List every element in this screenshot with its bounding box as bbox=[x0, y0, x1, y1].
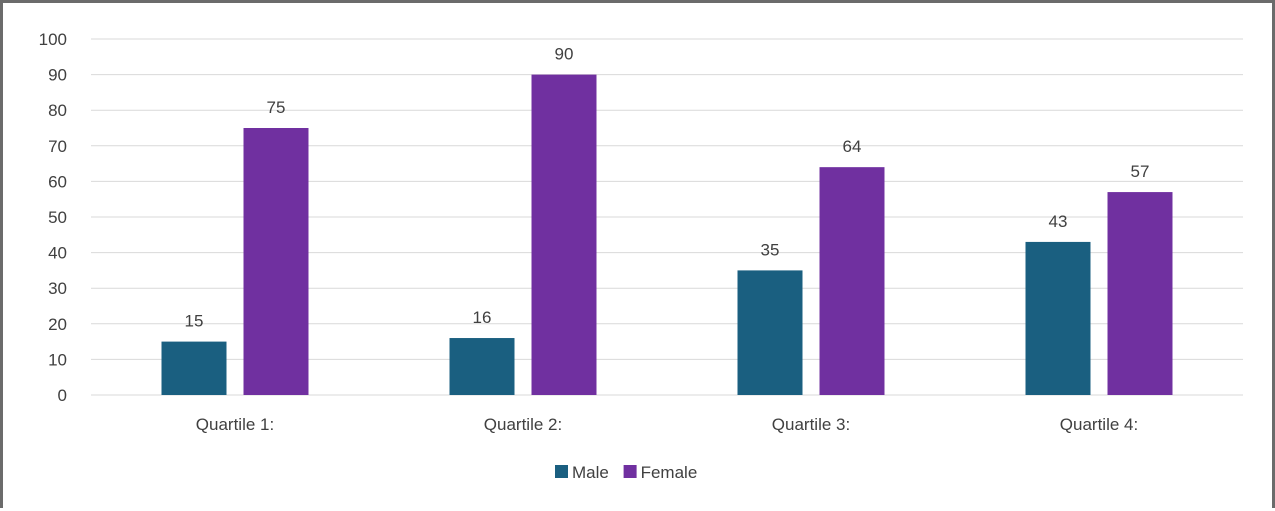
x-tick-label: Quartile 3: bbox=[772, 415, 850, 434]
data-label: 57 bbox=[1131, 162, 1150, 181]
y-tick-label: 80 bbox=[48, 101, 67, 120]
y-tick-label: 0 bbox=[58, 386, 67, 405]
bar-female bbox=[819, 167, 885, 395]
y-tick-label: 100 bbox=[39, 30, 67, 49]
bar-male bbox=[1025, 241, 1091, 395]
legend-swatch-female bbox=[623, 465, 637, 478]
y-tick-label: 50 bbox=[48, 208, 67, 227]
data-label: 90 bbox=[555, 45, 574, 64]
bars bbox=[161, 74, 1173, 395]
y-tick-label: 40 bbox=[48, 244, 67, 263]
x-tick-label: Quartile 2: bbox=[484, 415, 562, 434]
data-labels: 15 75 16 90 35 64 43 57 bbox=[185, 45, 1150, 331]
bar-male bbox=[161, 341, 227, 395]
data-label: 35 bbox=[761, 240, 780, 259]
y-axis-ticks: 0 10 20 30 40 50 60 70 80 90 100 bbox=[39, 30, 67, 405]
bar-male bbox=[449, 338, 515, 395]
y-tick-label: 10 bbox=[48, 350, 67, 369]
x-axis-ticks: Quartile 1: Quartile 2: Quartile 3: Quartil… bbox=[196, 415, 1138, 434]
data-label: 15 bbox=[185, 312, 204, 331]
data-label: 43 bbox=[1049, 212, 1068, 231]
bar-female bbox=[243, 128, 309, 395]
x-tick-label: Quartile 1: bbox=[196, 415, 274, 434]
x-tick-label: Quartile 4: bbox=[1060, 415, 1138, 434]
bar-female bbox=[531, 74, 597, 395]
legend: Male Female bbox=[555, 463, 697, 482]
y-tick-label: 20 bbox=[48, 315, 67, 334]
legend-label-female: Female bbox=[641, 463, 698, 482]
bar-male bbox=[737, 270, 803, 395]
data-label: 64 bbox=[843, 137, 862, 156]
y-tick-label: 70 bbox=[48, 137, 67, 156]
legend-label-male: Male bbox=[572, 463, 609, 482]
legend-swatch-male bbox=[555, 465, 568, 478]
y-tick-label: 30 bbox=[48, 279, 67, 298]
y-tick-label: 90 bbox=[48, 66, 67, 85]
y-tick-label: 60 bbox=[48, 172, 67, 191]
data-label: 16 bbox=[473, 308, 492, 327]
data-label: 75 bbox=[267, 98, 286, 117]
bar-female bbox=[1107, 192, 1173, 395]
